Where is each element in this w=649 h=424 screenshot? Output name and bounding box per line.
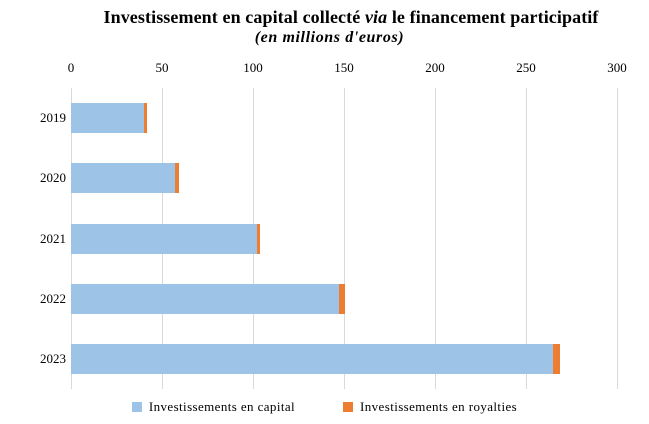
legend-item-capital: Investissements en capital (131, 399, 296, 415)
bar-row-2019 (71, 103, 148, 134)
x-tick-label-300: 300 (607, 60, 627, 75)
y-axis-label-2020: 2020 (40, 170, 66, 186)
bar-segment-2019-capital (71, 103, 144, 134)
legend: Investissements en capital Investissement… (0, 399, 649, 415)
y-axis-label-2022: 2022 (40, 290, 66, 306)
bar-segment-2019-royalties (143, 103, 148, 134)
chart-title: Investissement en capital collecté via l… (53, 7, 649, 28)
y-axis-label-2021: 2021 (40, 230, 66, 246)
x-tick-label-50: 50 (155, 60, 169, 75)
legend-swatch-icon (343, 402, 354, 412)
legend-label: Investissements en capital (148, 399, 296, 414)
bar-segment-2020-royalties (174, 163, 180, 194)
x-tick-label-250: 250 (516, 60, 536, 75)
x-tick-label-100: 100 (243, 60, 263, 75)
bar-segment-2023-royalties (553, 343, 560, 374)
gridline-150 (344, 88, 345, 389)
chart-title-text-end: le financement participatif (387, 7, 599, 27)
bar-segment-2023-capital (71, 343, 554, 374)
gridline-300 (617, 88, 618, 389)
chart-title-italic-word: via (364, 7, 388, 27)
chart-subtitle: (en millions d'euros) (254, 29, 405, 46)
y-axis-label-2019: 2019 (40, 110, 66, 126)
bar-segment-2020-capital (71, 163, 175, 194)
legend-label: Investissements en royalties (360, 399, 518, 414)
legend-swatch-icon (131, 402, 142, 412)
x-tick-label-0: 0 (67, 60, 75, 75)
bar-row-2022 (71, 283, 346, 314)
bar-row-2021 (71, 223, 261, 254)
y-axis-label-2023: 2023 (40, 350, 66, 366)
bar-segment-2022-royalties (338, 283, 346, 314)
bar-segment-2022-capital (71, 283, 339, 314)
plot-area (71, 88, 618, 389)
bar-row-2020 (71, 163, 180, 194)
bar-row-2023 (71, 343, 560, 374)
chart-title-text: Investissement en capital collecté (103, 7, 365, 27)
gridline-200 (435, 88, 436, 389)
bar-segment-2021-capital (71, 223, 257, 254)
x-tick-label-150: 150 (334, 60, 354, 75)
gridline-250 (526, 88, 527, 389)
x-tick-label-200: 200 (425, 60, 445, 75)
legend-item-royalties: Investissements en royalties (343, 399, 517, 415)
bar-segment-2021-royalties (256, 223, 261, 254)
